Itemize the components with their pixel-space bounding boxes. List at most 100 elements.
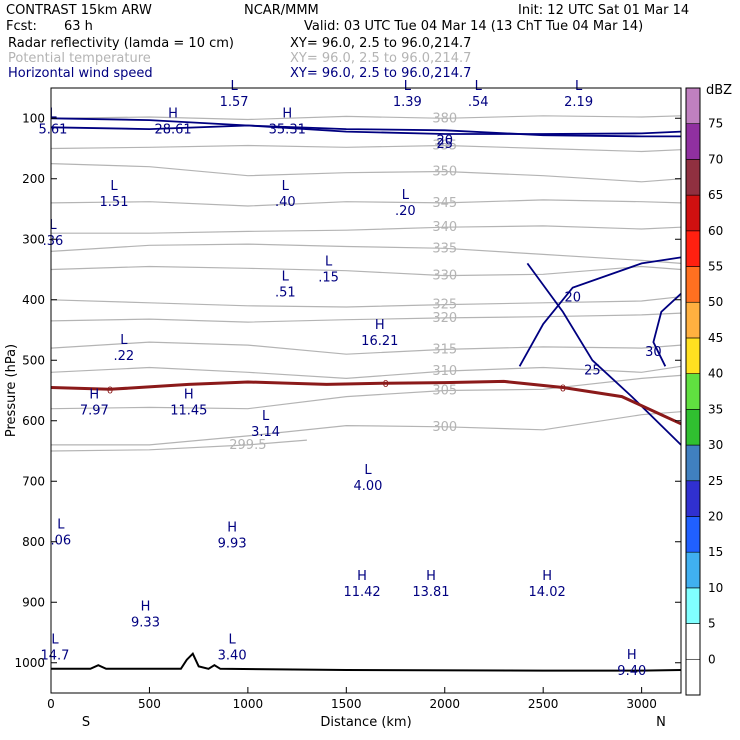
freezing-level-label: 0 (107, 385, 113, 396)
y-tick-label: 600 (22, 414, 45, 428)
x-axis-right-end: N (656, 715, 666, 730)
extremum-type: L (475, 79, 483, 94)
wind-contour-20 (518, 256, 682, 367)
fcst-value: 63 h (64, 19, 93, 34)
colorbar-level-label: 65 (708, 188, 723, 202)
extremum-type: H (375, 318, 385, 333)
theta-contour-350 (50, 163, 682, 183)
theta-contour-345 (50, 199, 682, 207)
plot-frame (50, 87, 682, 694)
extremum-value: 14.02 (529, 585, 566, 600)
theta-contour-label: 345 (432, 196, 457, 211)
extremum-type: H (89, 388, 99, 403)
colorbar-swatch (685, 230, 701, 267)
freezing-level: 0 0 0 (50, 379, 682, 426)
extremum-value: .20 (395, 204, 416, 219)
x-tick-label: 0 (47, 697, 55, 711)
extremum-type: L (402, 188, 410, 203)
extremum-type: H (426, 569, 436, 584)
y-axis-label: Pressure (hPa) (4, 344, 19, 437)
colorbar-swatch (685, 266, 701, 303)
extremum-type: L (282, 270, 290, 285)
theta-contour-label: 299.5 (229, 438, 266, 453)
colorbar-level-label: 75 (708, 117, 723, 131)
valid-time: Valid: 03 UTC Tue 04 Mar 14 (13 ChT Tue … (304, 19, 643, 34)
theta-contour-label: 330 (432, 269, 457, 284)
theta-contour-300 (51, 411, 682, 446)
theta-contour-label: 335 (432, 241, 457, 256)
wind-contour-30 (652, 293, 682, 367)
colorbar-level-label: 10 (708, 581, 723, 595)
colorbar-swatch (685, 373, 701, 410)
theta-contours: 3803553503453403353303253203153103053002… (50, 111, 682, 453)
y-tick-label: 400 (22, 293, 45, 307)
colorbar-swatch (685, 623, 701, 660)
extremum-value: 3.40 (218, 649, 247, 664)
colorbar-unit: dBZ (706, 83, 732, 98)
extremum-type: L (404, 79, 412, 94)
y-tick-label: 900 (22, 595, 45, 609)
theta-contour-label: 340 (432, 220, 457, 235)
field-reflectivity-xy: XY= 96.0, 2.5 to 96.0,214.7 (290, 36, 471, 51)
wind-contour-25 (50, 117, 682, 135)
field-reflectivity-name: Radar reflectivity (lamda = 10 cm) (8, 36, 234, 51)
x-tick-label: 500 (138, 697, 161, 711)
colorbar-swatch (685, 587, 701, 624)
extremum-value: .51 (275, 286, 296, 301)
theta-contour-305 (50, 374, 682, 410)
freezing-level-line (50, 379, 682, 426)
extremum-value: 11.45 (170, 404, 207, 419)
extremum-value: 13.81 (412, 585, 449, 600)
colorbar-level-label: 5 (708, 617, 716, 631)
extremum-type: H (168, 106, 178, 121)
wind-contour-25 (526, 262, 682, 446)
x-tick-label: 3000 (626, 697, 657, 711)
theta-contour-label: 380 (432, 111, 457, 126)
theta-contour-label: 300 (432, 420, 457, 435)
colorbar-swatch (685, 444, 701, 482)
y-tick-label: 500 (22, 353, 45, 367)
x-axis-left-end: S (82, 715, 90, 730)
extremum-type: H (282, 106, 292, 121)
reflectivity-colorbar: 0 5 10 15 20 25 30 35 40 45 50 55 60 65 70 75 (685, 87, 723, 696)
extremum-value: .15 (318, 271, 339, 286)
theta-contour-label: 315 (432, 342, 457, 357)
y-tick-label: 800 (22, 535, 45, 549)
wind-contour-label: 20 (564, 291, 581, 306)
extremum-value: 1.39 (393, 95, 422, 110)
colorbar-level-label: 70 (708, 152, 723, 166)
extremum-type: L (325, 255, 333, 270)
colorbar-level-label: 45 (708, 331, 723, 345)
extremum-type: H (542, 569, 552, 584)
extremum-type: L (262, 409, 270, 424)
colorbar-level-label: 50 (708, 295, 723, 309)
extremum-value: 1.51 (100, 195, 129, 210)
extremum-value: 9.40 (617, 664, 646, 679)
x-tick-label: 2500 (528, 697, 559, 711)
extremum-type: L (51, 633, 59, 648)
theta-contour-380 (50, 115, 682, 121)
colorbar-level-label: 30 (708, 438, 723, 452)
extremum-type: L (57, 518, 65, 533)
extremum-value: 7.97 (80, 404, 109, 419)
fcst-label: Fcst: (6, 19, 37, 34)
colorbar-level-label: 35 (708, 402, 723, 416)
x-tick-label: 1000 (233, 697, 264, 711)
extremum-value: 9.33 (131, 615, 160, 630)
extremum-value: .22 (114, 349, 135, 364)
extremum-type: L (229, 633, 237, 648)
x-axis-label: Distance (km) (320, 715, 411, 730)
theta-contour-325 (50, 296, 682, 308)
extremum-value: .36 (43, 234, 64, 249)
model-title: CONTRAST 15km ARW (6, 3, 152, 18)
extremum-type: L (49, 106, 57, 121)
y-tick-label: 300 (22, 232, 45, 246)
y-tick-label: 1000 (14, 656, 45, 670)
theta-contour-340 (51, 225, 682, 234)
x-tick-label: 1500 (331, 697, 362, 711)
theta-contour-320 (50, 312, 682, 323)
colorbar-level-label: 60 (708, 224, 723, 238)
extremum-type: L (575, 79, 583, 94)
extremum-type: H (227, 521, 237, 536)
